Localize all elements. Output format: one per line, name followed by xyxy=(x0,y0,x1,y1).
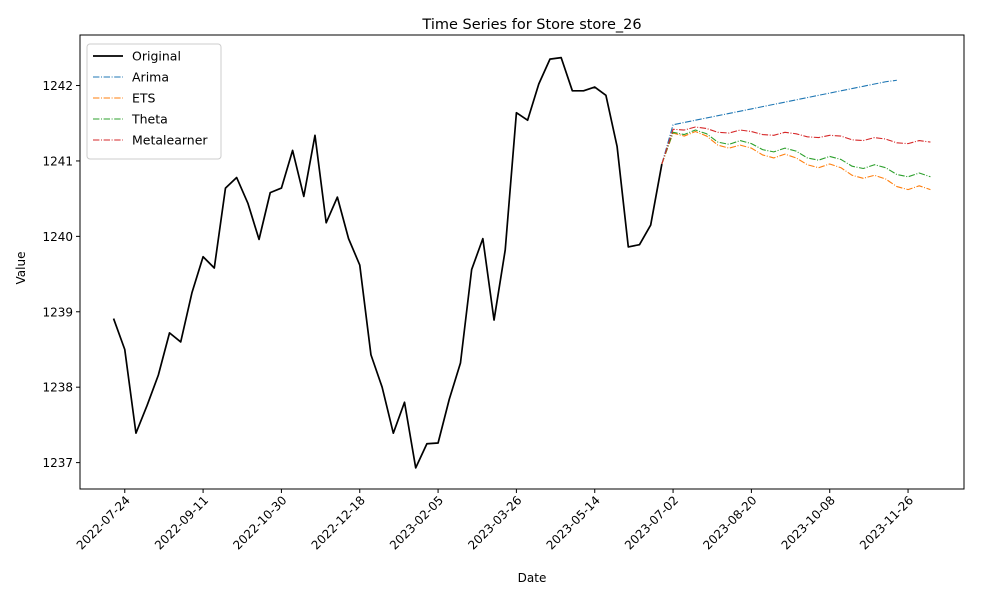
x-tick-label: 2023-08-20 xyxy=(700,493,759,552)
x-axis: 2022-07-24 2022-09-11 2022-10-30 2022-12-18… xyxy=(74,489,916,552)
legend-label: Theta xyxy=(131,112,168,127)
y-tick-label: 1242 xyxy=(42,79,73,93)
legend-label: Metalearner xyxy=(132,133,208,148)
x-tick-label: 2022-12-18 xyxy=(309,493,368,552)
y-axis: 1237 1238 1239 1240 1241 1242 xyxy=(42,79,80,470)
series-line-arima xyxy=(661,79,897,165)
series-line-original xyxy=(112,56,663,469)
y-tick-label: 1240 xyxy=(42,230,73,244)
x-tick-label: 2022-09-11 xyxy=(152,493,211,552)
legend-box xyxy=(86,43,222,160)
x-tick-label: 2023-05-14 xyxy=(544,493,603,552)
y-tick-label: 1239 xyxy=(42,305,73,319)
y-axis-title: Value xyxy=(14,252,28,285)
series-line-theta xyxy=(661,129,931,178)
x-tick-label: 2023-11-26 xyxy=(857,493,916,552)
plot-frame xyxy=(79,34,965,490)
x-axis-title: Date xyxy=(518,571,547,585)
legend-label: ETS xyxy=(132,91,156,106)
legend: Original Arima ETS Theta Metalearner xyxy=(86,43,222,160)
x-tick-label: 2023-02-05 xyxy=(387,493,446,552)
series-line-metalearner xyxy=(661,126,931,165)
y-tick-label: 1241 xyxy=(42,154,73,168)
series-line-ets xyxy=(661,130,931,191)
x-tick-label: 2023-03-26 xyxy=(465,493,524,552)
x-tick-label: 2022-07-24 xyxy=(74,493,133,552)
legend-label: Original xyxy=(132,49,181,64)
y-tick-label: 1238 xyxy=(42,381,73,395)
x-tick-label: 2023-07-02 xyxy=(622,493,681,552)
y-tick-label: 1237 xyxy=(42,456,73,470)
legend-label: Arima xyxy=(132,70,169,85)
x-tick-label: 2023-10-08 xyxy=(779,493,838,552)
plot-area xyxy=(79,34,965,490)
chart-title: Time Series for Store store_26 xyxy=(421,17,641,33)
x-tick-label: 2022-10-30 xyxy=(230,493,289,552)
